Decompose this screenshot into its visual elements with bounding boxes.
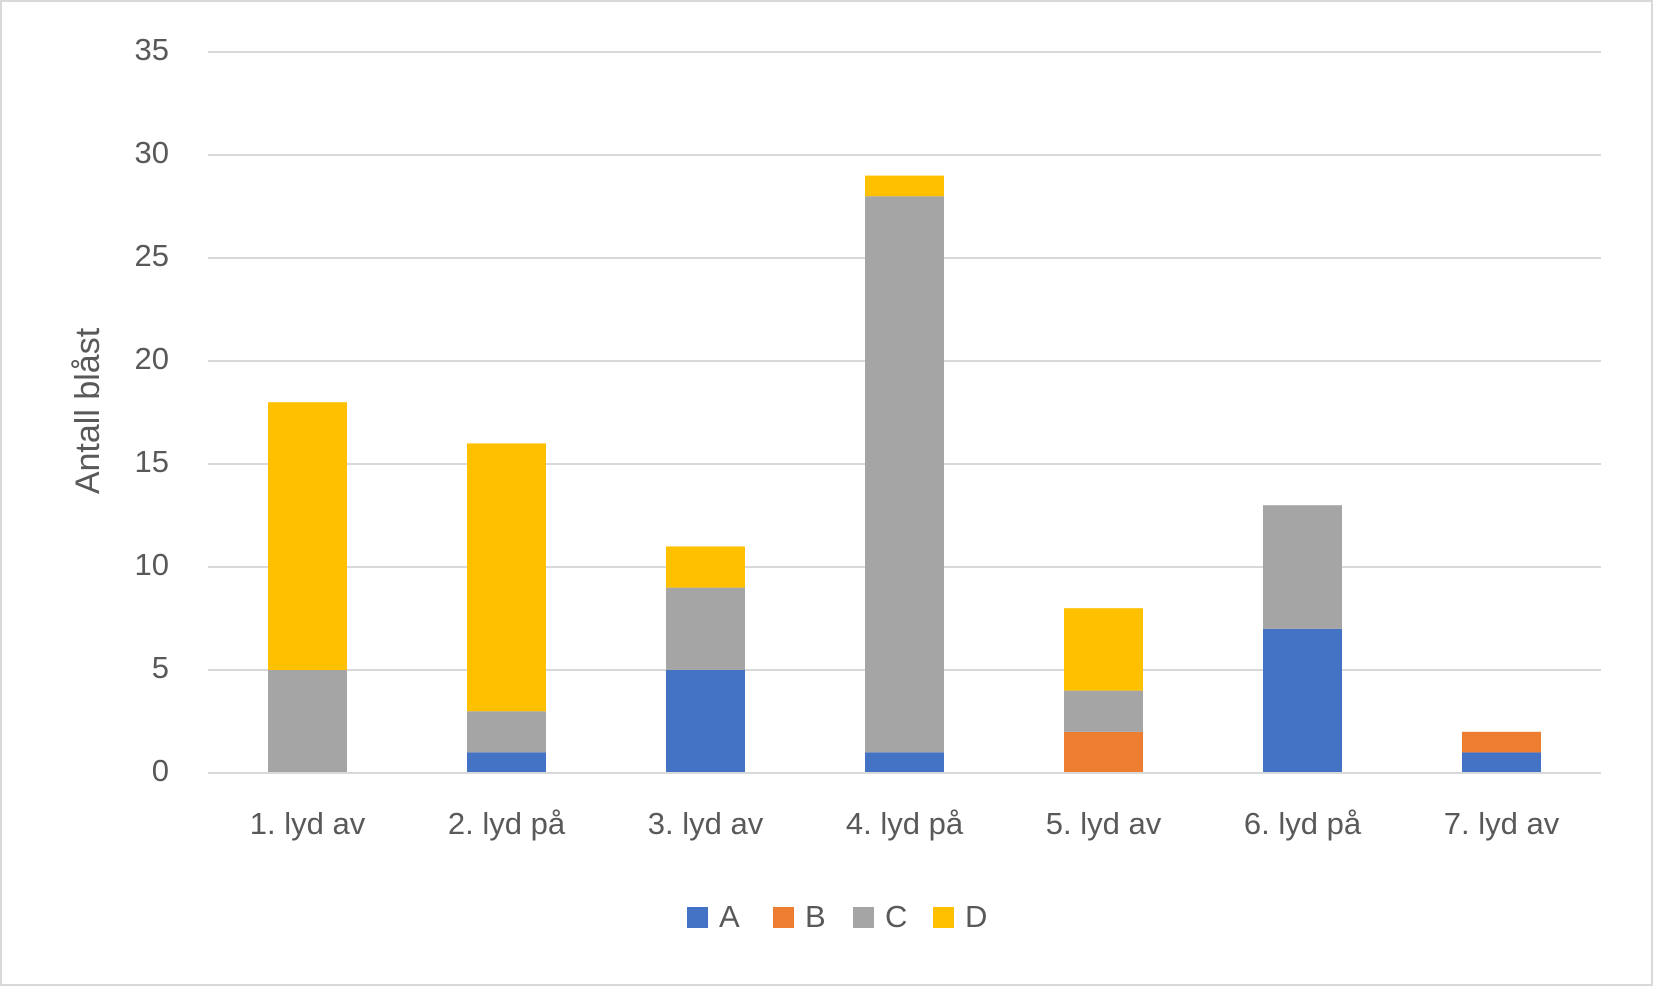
x-tick-label: 6. lyd på	[1244, 806, 1362, 841]
bar-segment	[865, 196, 944, 753]
legend-label: B	[805, 899, 826, 934]
bar-segment	[1263, 628, 1342, 773]
y-axis-label: Antall blåst	[69, 327, 107, 494]
legend-label: A	[719, 899, 740, 934]
bar-segment	[666, 546, 745, 588]
bar-segment	[1064, 690, 1143, 732]
y-tick-label: 20	[135, 341, 169, 376]
bar-segment	[666, 670, 745, 773]
bar-segment	[1064, 608, 1143, 691]
x-tick-label: 2. lyd på	[448, 806, 566, 841]
y-tick-label: 5	[152, 650, 169, 685]
bar-segment	[666, 587, 745, 670]
x-tick-label: 3. lyd av	[648, 806, 764, 841]
bar-segment	[1462, 752, 1541, 773]
x-tick-label: 4. lyd på	[846, 806, 964, 841]
bar-segment	[865, 175, 944, 197]
x-tick-label: 5. lyd av	[1046, 806, 1162, 841]
legend-swatch	[933, 907, 954, 928]
y-tick-label: 30	[135, 135, 169, 170]
y-tick-label: 35	[135, 32, 169, 67]
legend-swatch	[773, 907, 794, 928]
legend-label: C	[885, 899, 907, 934]
y-tick-label: 10	[135, 547, 169, 582]
bar-segment	[1064, 731, 1143, 773]
bar-segment	[1462, 731, 1541, 753]
x-tick-label: 1. lyd av	[250, 806, 366, 841]
bar-segment	[1263, 505, 1342, 629]
legend-swatch	[687, 907, 708, 928]
y-tick-label: 25	[135, 238, 169, 273]
y-tick-label: 0	[152, 753, 169, 788]
bar-segment	[865, 752, 944, 773]
legend-label: D	[965, 899, 987, 934]
x-tick-label: 7. lyd av	[1444, 806, 1560, 841]
bar-segment	[268, 670, 347, 773]
bar-segment	[467, 752, 546, 773]
bar-segment	[467, 443, 546, 712]
bar-segment	[467, 711, 546, 753]
bar-segment	[268, 402, 347, 670]
y-tick-label: 15	[135, 444, 169, 479]
legend-swatch	[853, 907, 874, 928]
